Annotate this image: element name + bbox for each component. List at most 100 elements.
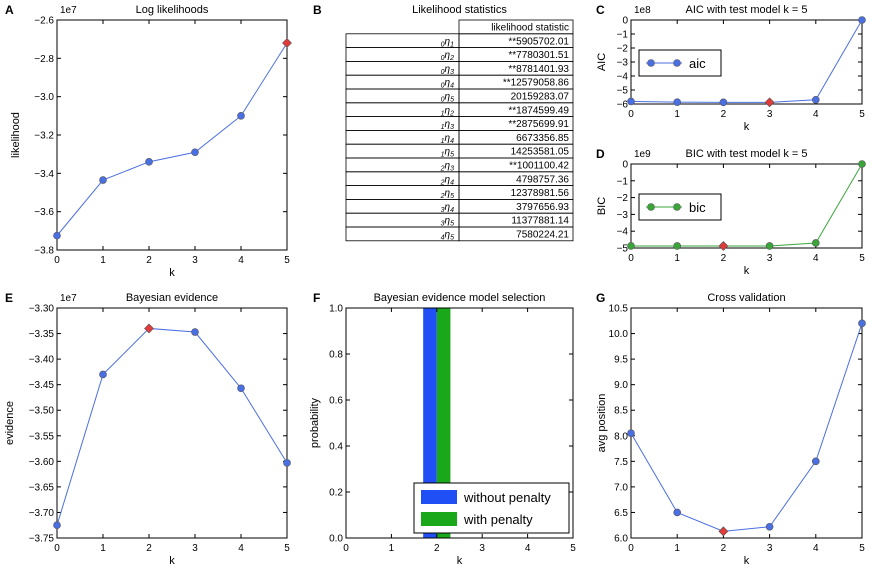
x-tick-label: 3 — [192, 543, 198, 554]
table-value: **1874599.49 — [508, 105, 569, 116]
panel-F: F Bayesian evidence model selection 0 1 2 3 4 5… — [309, 291, 576, 567]
bar-without-penalty — [423, 308, 437, 538]
y-tick-label: −1 — [617, 176, 629, 187]
axis-scale-label: 1e7 — [60, 293, 77, 304]
data-point — [627, 242, 635, 250]
row-label-index: 4 — [450, 207, 454, 214]
x-tick-label: 0 — [628, 109, 634, 120]
x-tick-label: 3 — [767, 253, 773, 264]
row-label-index: 4 — [450, 138, 454, 145]
optimum-marker — [282, 38, 292, 48]
x-axis-label: k — [744, 121, 750, 133]
y-axis-label: probability — [309, 397, 321, 448]
row-label-prefix: 3 — [441, 207, 445, 214]
data-point — [858, 319, 866, 328]
row-label-symbol: η — [445, 119, 451, 130]
chart-title: AIC with test model k = 5 — [686, 4, 808, 16]
panel-letter: A — [5, 3, 14, 17]
table-value: **7780301.51 — [508, 50, 569, 61]
y-tick-label: 0.2 — [329, 488, 343, 499]
row-label-symbol: η — [445, 230, 451, 241]
x-tick-label: 4 — [525, 543, 531, 554]
row-label-symbol: η — [445, 92, 451, 103]
row-label-prefix: 2 — [440, 193, 445, 200]
plot-frame — [630, 307, 863, 539]
x-axis-label: k — [169, 555, 175, 567]
legend-swatch — [421, 512, 457, 526]
y-tick-label: −3.60 — [29, 457, 55, 468]
x-tick-label: 5 — [859, 109, 865, 120]
y-tick-label: −3.8 — [34, 246, 54, 257]
data-point — [99, 370, 107, 379]
y-tick-label: −2 — [617, 44, 629, 55]
y-tick-label: −3.50 — [29, 406, 55, 417]
table-column-header: likelihood statistic — [491, 23, 569, 34]
y-axis-label: avg position — [596, 394, 608, 453]
row-label-symbol: η — [445, 202, 451, 213]
row-label-symbol: η — [445, 36, 451, 47]
table-row-label: 2η5 — [440, 188, 454, 200]
y-tick-label: −2 — [617, 193, 629, 204]
y-tick-label: 6.5 — [614, 508, 628, 519]
table-value: 14253581.05 — [511, 147, 570, 158]
row-label-index: 4 — [450, 179, 454, 186]
x-tick-label: 3 — [479, 543, 485, 554]
y-tick-label: −3.70 — [29, 508, 55, 519]
y-tick-label: −5 — [617, 244, 629, 255]
y-tick-label: 0 — [622, 16, 628, 27]
table-value: 20159283.07 — [511, 92, 570, 103]
data-point — [627, 97, 635, 106]
panel-D: D BIC with test model k = 5 1e9 0 1 2 3 4 5 −5 −4 −… — [596, 147, 866, 277]
table-row-label: 3η4 — [441, 202, 454, 214]
x-tick-label: 0 — [628, 543, 634, 554]
table-value: 3797656.93 — [516, 202, 569, 213]
legend-marker — [647, 203, 655, 211]
row-label-prefix: 0 — [441, 83, 445, 90]
data-point — [673, 508, 682, 517]
x-tick-label: 5 — [284, 543, 290, 554]
row-label-prefix: 1 — [441, 124, 445, 131]
y-tick-label: 6.0 — [614, 534, 628, 545]
table-row-label: 0η4 — [441, 78, 454, 90]
data-point — [99, 176, 107, 184]
panel-B: B Likelihood statistics likelihood statist… — [313, 3, 574, 242]
x-axis-label: k — [457, 555, 463, 567]
data-point — [811, 239, 820, 247]
y-tick-label: 1.0 — [329, 304, 343, 315]
y-tick-label: 8.0 — [614, 431, 628, 442]
x-tick-label: 1 — [100, 255, 106, 266]
table-value: **2875699.91 — [508, 119, 569, 130]
series-line — [630, 19, 863, 103]
plot-frame — [56, 19, 288, 251]
y-tick-label: 7.0 — [614, 482, 628, 493]
data-point — [53, 231, 61, 240]
x-tick-label: 2 — [721, 253, 727, 264]
y-tick-label: 9.0 — [614, 380, 628, 391]
table-row-label: 1η3 — [441, 119, 454, 131]
chart-title: BIC with test model k = 5 — [686, 148, 808, 160]
row-label-prefix: 2 — [440, 166, 445, 173]
panel-letter: F — [313, 291, 320, 305]
plot-frame — [345, 307, 574, 539]
plot-frame — [630, 163, 863, 249]
table-row-label: 0η3 — [441, 64, 454, 76]
table-row-label: 0η1 — [441, 36, 454, 48]
row-label-index: 2 — [449, 55, 454, 62]
legend-marker — [673, 203, 681, 211]
legend-label: with penalty — [463, 512, 533, 527]
y-tick-label: −2.8 — [34, 54, 54, 65]
x-tick-label: 4 — [238, 543, 244, 554]
x-tick-label: 3 — [767, 109, 773, 120]
chart-title: Cross validation — [707, 292, 785, 304]
panel-letter: E — [5, 291, 13, 305]
row-label-symbol: η — [445, 50, 451, 61]
legend-label: without penalty — [463, 490, 551, 505]
row-label-prefix: 4 — [441, 235, 445, 242]
data-point — [191, 148, 199, 157]
row-label-symbol: η — [445, 133, 451, 144]
y-axis-label: AIC — [596, 53, 608, 71]
y-tick-label: −3.65 — [29, 482, 55, 493]
x-axis-label: k — [169, 267, 175, 279]
plot-frame — [56, 307, 288, 539]
